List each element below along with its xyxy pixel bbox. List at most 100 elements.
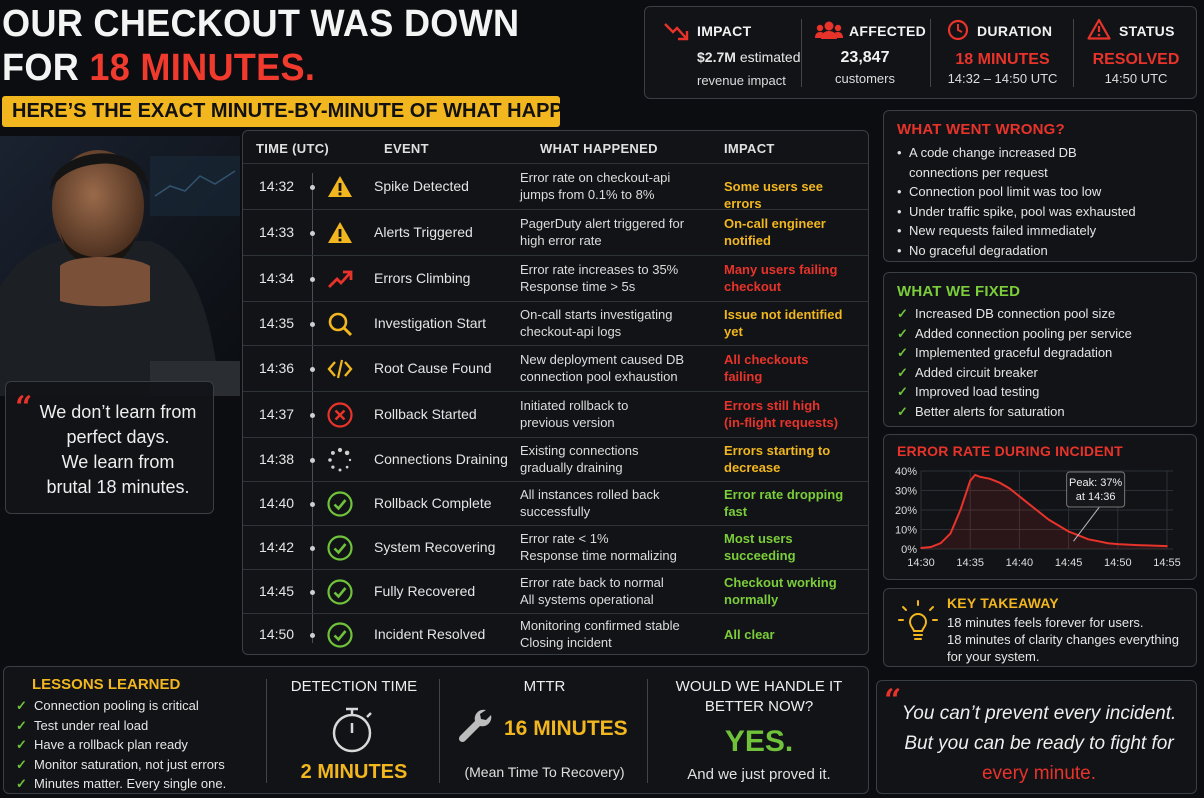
error-rate-line bbox=[920, 473, 1168, 549]
y-tick-label: 0% bbox=[901, 544, 917, 556]
data-point bbox=[1136, 544, 1139, 546]
quote-right-line: You can’t prevent every incident. bbox=[901, 703, 1177, 724]
y-tick-label: 30% bbox=[895, 486, 917, 498]
row-event: Investigation Start bbox=[374, 315, 487, 331]
row-what-line: gradually draining bbox=[520, 460, 623, 475]
lessons-title: LESSONS LEARNED bbox=[32, 676, 181, 693]
error-rate-area bbox=[921, 474, 1167, 549]
quote-card-left: “ We don’t learn from perfect days. We l… bbox=[5, 381, 214, 514]
stopwatch-icon bbox=[332, 707, 372, 753]
table-row: 14:32 Spike Detected Error rate on checkou… bbox=[243, 163, 868, 211]
row-time: 14:35 bbox=[259, 315, 295, 331]
table-row: 14:42 System Recovering Error rate < 1% Res… bbox=[243, 525, 868, 569]
row-time: 14:36 bbox=[259, 360, 295, 376]
timeline-dot bbox=[310, 277, 315, 282]
chart-title: ERROR RATE DURING INCIDENT bbox=[897, 443, 1123, 459]
quote-left-line: perfect days. bbox=[66, 427, 170, 447]
data-point bbox=[1107, 542, 1109, 544]
row-impact: Checkout working normally bbox=[724, 574, 854, 608]
users-icon bbox=[815, 21, 843, 39]
timeline-dot bbox=[310, 546, 315, 551]
divider bbox=[930, 19, 931, 87]
row-what-happened: Existing connections gradually draining bbox=[520, 442, 710, 476]
row-what-line: Closing incident bbox=[520, 635, 612, 650]
list-item: Better alerts for saturation bbox=[897, 402, 1132, 422]
quote-left-line: We don’t learn from bbox=[39, 402, 197, 422]
worried-person-photo bbox=[0, 136, 240, 396]
divider bbox=[647, 679, 648, 783]
row-what-happened: New deployment caused DB connection pool … bbox=[520, 351, 710, 385]
row-what-happened: Initiated rollback to previous version bbox=[520, 397, 710, 431]
takeaway-line: 18 minutes of clarity changes everything bbox=[947, 632, 1179, 647]
trend-down-icon bbox=[664, 23, 689, 41]
list-item: Improved load testing bbox=[897, 382, 1132, 402]
stat-impact-value: $2.7M estimated bbox=[697, 49, 801, 65]
row-time: 14:32 bbox=[259, 178, 295, 194]
list-item: Implemented graceful degradation bbox=[897, 343, 1132, 363]
row-what-line: Initiated rollback to bbox=[520, 398, 629, 413]
row-impact-line: All checkouts bbox=[724, 352, 809, 367]
table-row: 14:36 Root Cause Found New deployment caus… bbox=[243, 345, 868, 391]
row-impact-line: failing bbox=[724, 369, 763, 384]
row-what-line: high error rate bbox=[520, 233, 602, 248]
search-icon bbox=[326, 310, 354, 338]
better-value: YES. bbox=[724, 725, 794, 758]
x-tick-label: 14:50 bbox=[1104, 557, 1132, 569]
timeline-dot bbox=[310, 502, 315, 507]
what-went-wrong-title: WHAT WENT WRONG? bbox=[897, 121, 1065, 138]
list-item: No graceful degradation bbox=[897, 241, 1136, 261]
list-item: Increased DB connection pool size bbox=[897, 304, 1132, 324]
row-what-line: Response time normalizing bbox=[520, 548, 677, 563]
what-we-fixed-list: Increased DB connection pool size Added … bbox=[897, 304, 1132, 421]
data-point bbox=[939, 542, 942, 544]
table-row: 14:34 Errors Climbing Error rate increases… bbox=[243, 255, 868, 301]
summary-bar: LESSONS LEARNED Connection pooling is cr… bbox=[3, 666, 869, 794]
data-point bbox=[1166, 545, 1168, 547]
divider bbox=[266, 679, 267, 783]
error-rate-chart: 0% 10% 20% 30% 40% 14:30 14:35 14:40 14:45 14:50 1… bbox=[895, 466, 1181, 569]
row-what-happened: Error rate on checkout-api jumps from 0.1… bbox=[520, 169, 710, 203]
data-point bbox=[998, 481, 1001, 484]
stat-duration-value: 18 MINUTES bbox=[955, 51, 1050, 68]
row-what-line: connection pool exhaustion bbox=[520, 369, 678, 384]
x-tick-label: 14:40 bbox=[1006, 557, 1034, 569]
stat-affected: AFFECTED 23,847 customers bbox=[805, 7, 926, 98]
quote-right-text: You can’t prevent every incident. But yo… bbox=[887, 699, 1191, 789]
annotation-box bbox=[1066, 471, 1126, 508]
key-takeaway-panel: KEY TAKEAWAY 18 minutes feels forever fo… bbox=[883, 588, 1197, 667]
row-impact-line: (in-flight requests) bbox=[724, 415, 839, 430]
row-what-happened: Monitoring confirmed stable Closing incid… bbox=[520, 617, 710, 651]
data-point bbox=[920, 547, 922, 549]
stat-duration: DURATION 18 MINUTES 14:32 – 14:50 UTC bbox=[935, 7, 1070, 98]
stat-duration-label: DURATION bbox=[977, 23, 1053, 39]
row-event: Fully Recovered bbox=[374, 583, 476, 599]
row-what-line: Existing connections bbox=[520, 443, 639, 458]
quote-card-right: “ You can’t prevent every incident. But … bbox=[876, 680, 1197, 794]
row-impact-line: normally bbox=[724, 592, 779, 607]
row-impact-line: Some users see errors bbox=[724, 179, 824, 211]
table-row: 14:40 Rollback Complete All instances roll… bbox=[243, 481, 868, 525]
row-what-line: jumps from 0.1% to 8% bbox=[520, 187, 655, 202]
timeline-dot bbox=[310, 185, 315, 190]
y-tick-label: 40% bbox=[895, 466, 917, 478]
trend-up-icon bbox=[326, 265, 354, 293]
row-what-line: Response time > 5s bbox=[520, 279, 636, 294]
data-point bbox=[1067, 530, 1070, 533]
row-what-line: successfully bbox=[520, 504, 591, 519]
page-title: OUR CHECKOUT WAS DOWN FOR 18 MINUTES. bbox=[2, 2, 519, 90]
row-what-line: All systems operational bbox=[520, 592, 654, 607]
row-impact-line: Issue not identified bbox=[724, 307, 843, 322]
row-impact-line: On-call engineer bbox=[724, 216, 826, 231]
detection-value: 2 MINUTES bbox=[300, 761, 408, 783]
data-point bbox=[1008, 487, 1011, 490]
stat-impact-amount: $2.7M bbox=[697, 49, 736, 65]
data-point bbox=[1048, 518, 1050, 521]
table-row: 14:33 Alerts Triggered PagerDuty alert tri… bbox=[243, 209, 868, 255]
row-what-line: All instances rolled back bbox=[520, 487, 660, 502]
stat-affected-value: 23,847 bbox=[840, 49, 890, 66]
data-point bbox=[1057, 524, 1060, 527]
row-time: 14:45 bbox=[259, 583, 295, 599]
warning-icon bbox=[1087, 18, 1111, 40]
timeline-dot bbox=[310, 590, 315, 595]
check-circle-icon bbox=[326, 621, 354, 649]
